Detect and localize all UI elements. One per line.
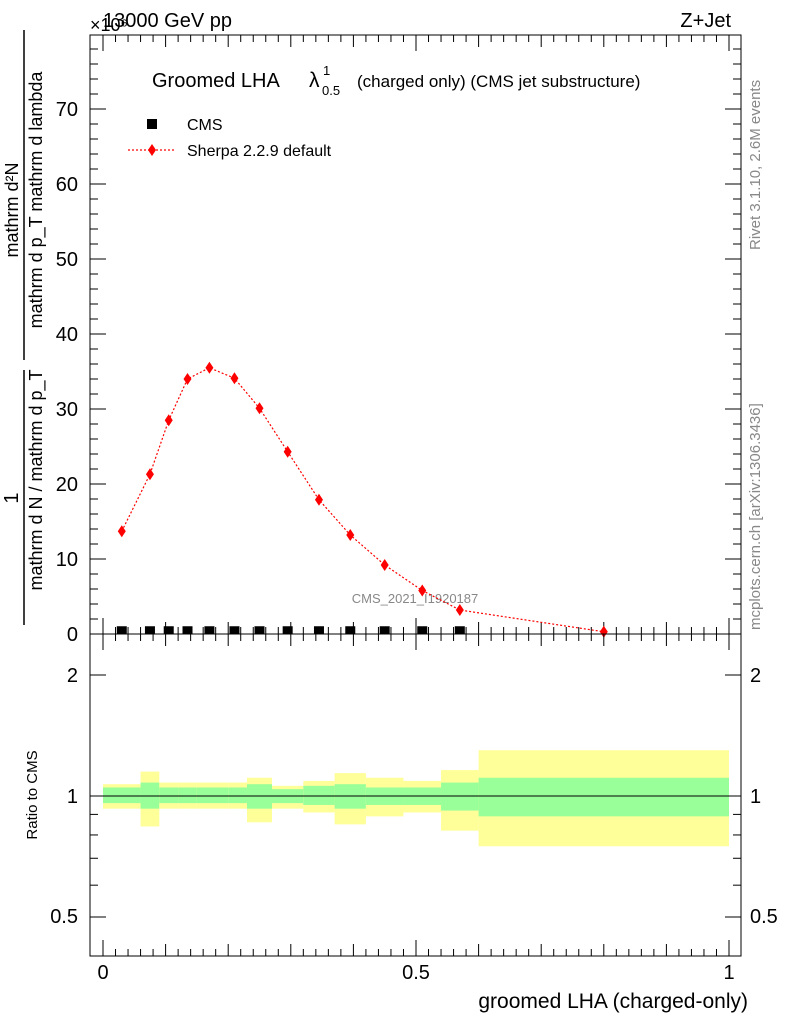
ylabel-prefactor-denominator: mathrm d N / mathrm d p_T [26,369,47,590]
mc-data-point [145,468,154,481]
cms-data-point [163,626,174,635]
cms-data-point [313,626,324,635]
title-superscript: 1 [323,63,330,78]
ratio-inner-band [159,787,179,804]
legend-cms-marker [147,119,157,129]
xtick-0.5: 0.5 [402,962,430,984]
cms-data-point [116,626,127,635]
analysis-id-watermark: CMS_2021_I1920187 [352,591,479,606]
ylabel-prefactor-numerator: 1 [1,492,23,503]
ratio-inner-band [103,787,141,804]
mc-data-point [346,529,355,541]
mc-data-point [164,414,173,427]
cms-data-point [144,626,155,635]
ratio-inner-band [303,785,335,805]
ratio-inner-band [228,787,247,804]
cms-data-point [454,626,465,635]
mc-data-point [418,584,427,597]
mc-data-point [230,372,239,385]
rivet-version-label: Rivet 3.1.10, 2.6M events [747,80,764,250]
ratio-axis-ticks [90,634,741,956]
title-lambda: λ [309,69,320,92]
cms-data-point [417,626,428,635]
mcplots-credit-label: mcplots.cern.ch [arXiv:1306.3436] [747,403,764,630]
title-main: Groomed LHA [152,70,280,92]
ratio-ytick-1: 1 [67,786,78,808]
ratio-inner-band [178,787,197,804]
ratio-inner-band [196,787,229,804]
xtick-0: 0 [97,962,108,984]
ratio-inner-band [441,782,479,811]
mc-prediction-series [117,361,608,638]
cms-data-point [229,626,240,635]
main-y-tick-labels: 0 10 20 30 40 50 60 70 [56,99,78,646]
cms-data-point [254,626,265,635]
cms-data-point [282,626,293,635]
xtick-1: 1 [723,962,734,984]
ratio-ytick-2: 2 [67,665,78,687]
ratio-inner-band [478,777,729,817]
x-axis-label: groomed LHA (charged-only) [478,990,748,1013]
mc-data-point [455,604,464,616]
main-ytick-label: 50 [56,249,78,271]
title-tail: (charged only) (CMS jet substructure) [357,72,640,91]
main-ytick-label: 70 [56,99,78,121]
cms-data-point [345,626,356,635]
ylabel-numerator: mathrm d²N [2,162,22,257]
mc-data-point [380,559,389,571]
energy-label: 13000 GeV pp [103,10,232,32]
ratio-y-axis-label: Ratio to CMS [24,750,41,839]
cms-data-point [182,626,193,635]
ratio-ytick-right-0.5: 0.5 [750,906,778,928]
main-ytick-label: 10 [56,549,78,571]
title-subscript: 0.5 [322,83,340,98]
ratio-ytick-0.5: 0.5 [50,906,78,928]
legend-mc-label: Sherpa 2.2.9 default [187,143,332,160]
mc-data-point [117,525,126,538]
ratio-ytick-right-2: 2 [750,665,761,687]
process-label: Z+Jet [680,10,731,32]
plot-title: Groomed LHA λ 1 0.5 (charged only) (CMS … [152,63,640,98]
legend-mc-marker [148,144,156,156]
main-ytick-label: 30 [56,399,78,421]
main-y-axis-label: 1 mathrm d N / mathrm d p_T mathrm d²N m… [1,30,47,625]
mc-data-point [599,625,608,638]
main-ytick-label: 0 [67,624,78,646]
mc-data-point [183,373,192,385]
legend: CMS Sherpa 2.2.9 default [128,117,332,160]
ratio-ytick-right-1: 1 [750,786,761,808]
y-exponent-label: ×10⁶ [90,15,128,35]
mc-data-point [283,445,292,458]
mc-data-point [314,493,323,506]
ratio-uncertainty-bands [103,750,729,847]
main-ytick-label: 60 [56,174,78,196]
main-ytick-label: 20 [56,474,78,496]
cms-data-point [204,626,215,635]
main-ytick-label: 40 [56,324,78,346]
cms-data-point [379,626,390,635]
ylabel-denominator: mathrm d p_T mathrm d lambda [26,71,47,329]
mc-data-point [255,402,264,415]
cms-data-series [116,626,465,635]
mc-data-point [205,361,214,374]
mc-series-line [121,367,604,633]
legend-cms-label: CMS [187,117,223,134]
